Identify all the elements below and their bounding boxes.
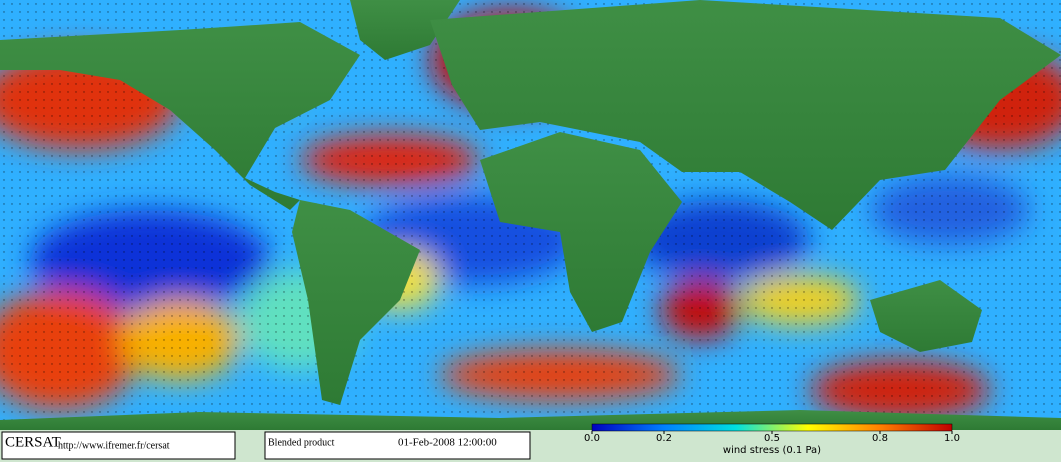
colorbar-tick-label: 0.0	[584, 433, 600, 444]
colorbar-label: wind stress (0.1 Pa)	[723, 445, 821, 456]
land	[0, 0, 1061, 430]
logo: CERSAT	[5, 434, 61, 450]
colorbar-tick-label: 0.8	[872, 433, 888, 444]
colorbar-tick-label: 0.5	[764, 433, 780, 444]
colorbar-tick-label: 1.0	[944, 433, 960, 444]
colorbar-tick-label: 0.2	[656, 433, 672, 444]
colorbar	[591, 423, 953, 432]
datetime: 01-Feb-2008 12:00:00	[398, 437, 497, 449]
product-name: Blended product	[268, 437, 335, 448]
logo-box	[1, 431, 236, 460]
url: http://www.ifremer.fr/cersat	[58, 440, 170, 451]
product-box	[264, 431, 531, 460]
